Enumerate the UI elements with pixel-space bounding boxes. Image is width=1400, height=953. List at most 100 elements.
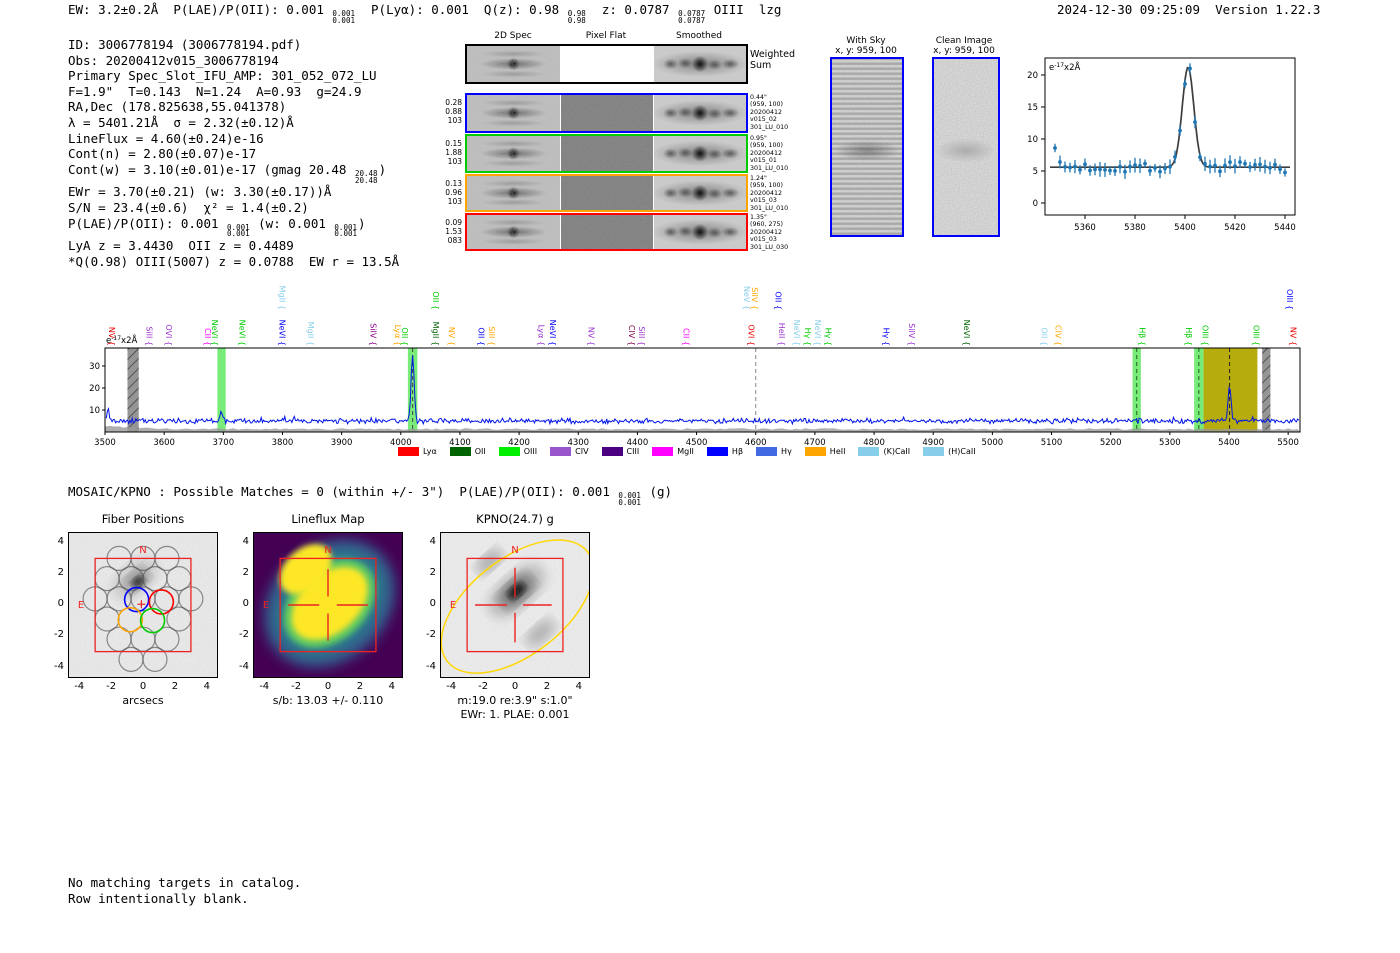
text-segment: ID: 3006778194 (3006778194.pdf) <box>68 37 302 52</box>
spec2d-cell <box>561 95 653 131</box>
right-label: (959, 100) <box>750 101 783 109</box>
left-label: 103 <box>447 197 462 206</box>
emission-line-label: OII { <box>1040 327 1049 346</box>
spec-x-tick: 3600 <box>153 438 175 448</box>
cutout-y-tick: 4 <box>429 536 436 548</box>
emission-line-label: CII { <box>203 328 212 346</box>
cutout-y-tick: 0 <box>429 598 436 610</box>
spec2d-cell <box>654 136 746 171</box>
sup-sub-value: 0.98 0.98 <box>567 9 586 25</box>
kpno-image-plot: NE <box>440 532 590 678</box>
spec-x-tick: 5300 <box>1159 438 1181 448</box>
legend-swatch <box>858 447 880 456</box>
zoom-x-tick: 5400 <box>1174 223 1196 233</box>
spec-x-tick: 5200 <box>1100 438 1122 448</box>
cutout-x-tick: -2 <box>106 681 117 692</box>
compass-north-label: N <box>324 545 331 556</box>
text-segment: λ = 5401.21Å σ = 2.32(±0.12)Å <box>68 114 294 130</box>
legend-label: CIII <box>626 447 640 456</box>
emission-line-label: Lyα { <box>537 325 546 346</box>
cutout-x-tick: -4 <box>74 681 85 692</box>
spec2d-row-left-labels: 0.28 0.88 103 <box>420 98 462 125</box>
emission-line-label: NeV { <box>742 286 751 310</box>
text-segment: Primary Spec_Slot_IFU_AMP: 301_052_072_L… <box>68 68 377 84</box>
zoom-x-tick: 5360 <box>1074 223 1096 233</box>
cutout-x-tick: 4 <box>388 681 395 692</box>
left-label: 0.13 <box>445 179 462 188</box>
legend-item: Hβ <box>706 447 744 456</box>
right-label: 20200412 <box>750 108 783 116</box>
legend-label: OII <box>474 447 486 456</box>
spec-x-tick: 4100 <box>449 438 471 448</box>
emission-line-label: NeVI { <box>548 320 557 346</box>
right-label: 20200412 <box>750 189 783 197</box>
spec2d-cell <box>561 215 653 249</box>
emission-line-label: NV { <box>447 327 456 346</box>
legend-item: CIV <box>550 447 589 456</box>
emission-line-label: SiII { <box>487 326 496 346</box>
text-segment: EWr = 3.70(±0.21) (w: 3.30(±0.17))Å <box>68 184 332 200</box>
spec2d-title-1: 2D Spec <box>494 31 532 41</box>
text-segment: EW: 3.2±0.2Å P(LAE)/P(OII): 0.001 <box>68 2 332 17</box>
lineflux-map-title: Lineflux Map <box>291 512 365 526</box>
legend-item: OIII <box>498 447 537 456</box>
right-label: v015_03 <box>750 197 777 205</box>
compass-north-label: N <box>139 545 146 556</box>
legend-label: Hγ <box>781 447 792 456</box>
spec-x-tick: 4400 <box>627 438 649 448</box>
cutout-caption: m:19.0 re:3.9" s:1.0" <box>457 694 573 707</box>
emission-line-label: SiII { <box>637 326 646 346</box>
cutout-caption: EWr: 1. PLAE: 0.001 <box>460 708 570 721</box>
cutout-x-tick: 4 <box>203 681 210 692</box>
info-line: P(LAE)/P(OII): 0.001 0.001 0.001 (w: 0.00… <box>68 216 399 239</box>
text-segment: Obs: 20200412v015_3006778194 <box>68 52 279 68</box>
emission-line-label: Hγ { <box>882 328 891 346</box>
emission-line-label: CII { <box>682 328 691 346</box>
legend-swatch <box>652 447 674 456</box>
spec-x-tick: 3500 <box>94 438 116 448</box>
legend-swatch <box>601 447 623 456</box>
zoom-y-tick: 20 <box>1027 71 1038 81</box>
info-line: Cont(n) = 2.80(±0.07)e-17 <box>68 146 399 162</box>
legend-swatch <box>706 447 728 456</box>
spec2d-cell <box>654 176 746 210</box>
right-label: (960, 275) <box>750 221 783 229</box>
legend-item: CIII <box>601 447 640 456</box>
clean-image <box>932 57 1000 237</box>
zoom-y-tick: 10 <box>1027 135 1038 145</box>
cutout-y-tick: 0 <box>242 598 249 610</box>
sup-sub-value: 20.48 20.48 <box>354 168 378 185</box>
cutout-xlabel: arcsecs <box>122 694 164 707</box>
emission-line-label: NV { <box>586 327 595 346</box>
spec2d-row-left-labels: 0.15 1.88 103 <box>420 139 462 166</box>
footer-line-2: Row intentionally blank. <box>68 891 249 906</box>
legend-label: Hβ <box>731 447 744 456</box>
legend-swatch <box>498 447 520 456</box>
spec2d-cell <box>561 176 653 210</box>
spec-x-tick: 4500 <box>686 438 708 448</box>
left-label: 083 <box>447 236 462 245</box>
spec2d-title-3: Smoothed <box>676 31 722 41</box>
spec-x-tick: 5100 <box>1041 438 1063 448</box>
spec-x-tick: 3700 <box>212 438 234 448</box>
emission-line-label: NeVI { <box>813 320 822 346</box>
left-label: 0.88 <box>445 107 462 116</box>
legend-item: (H)CaII <box>923 447 976 456</box>
emission-line-label: NeVI { <box>792 320 801 346</box>
zoom-x-tick: 5440 <box>1274 223 1296 233</box>
emission-line-label: MgII { <box>431 322 440 346</box>
spec2d-row <box>465 44 748 84</box>
spec2d-cell <box>561 46 653 82</box>
left-label: 0.96 <box>445 188 462 197</box>
legend-item: MgII <box>652 447 694 456</box>
spec-x-tick: 4800 <box>863 438 885 448</box>
right-label: 0.44" <box>750 94 767 101</box>
cutout-y-tick: 2 <box>242 567 249 579</box>
text-segment: ) <box>378 161 387 177</box>
header-summary-line: EW: 3.2±0.2Å P(LAE)/P(OII): 0.001 0.001 0… <box>68 2 781 25</box>
cutout-x-tick: 2 <box>543 681 551 692</box>
spec-x-tick: 4900 <box>922 438 944 448</box>
cutout-y-tick: -2 <box>426 629 436 641</box>
spec2d-row-right-labels: 1.24" (959, 100) 20200412 v015_03 301_LU_010 <box>750 175 808 212</box>
right-label: (959, 100) <box>750 142 783 150</box>
